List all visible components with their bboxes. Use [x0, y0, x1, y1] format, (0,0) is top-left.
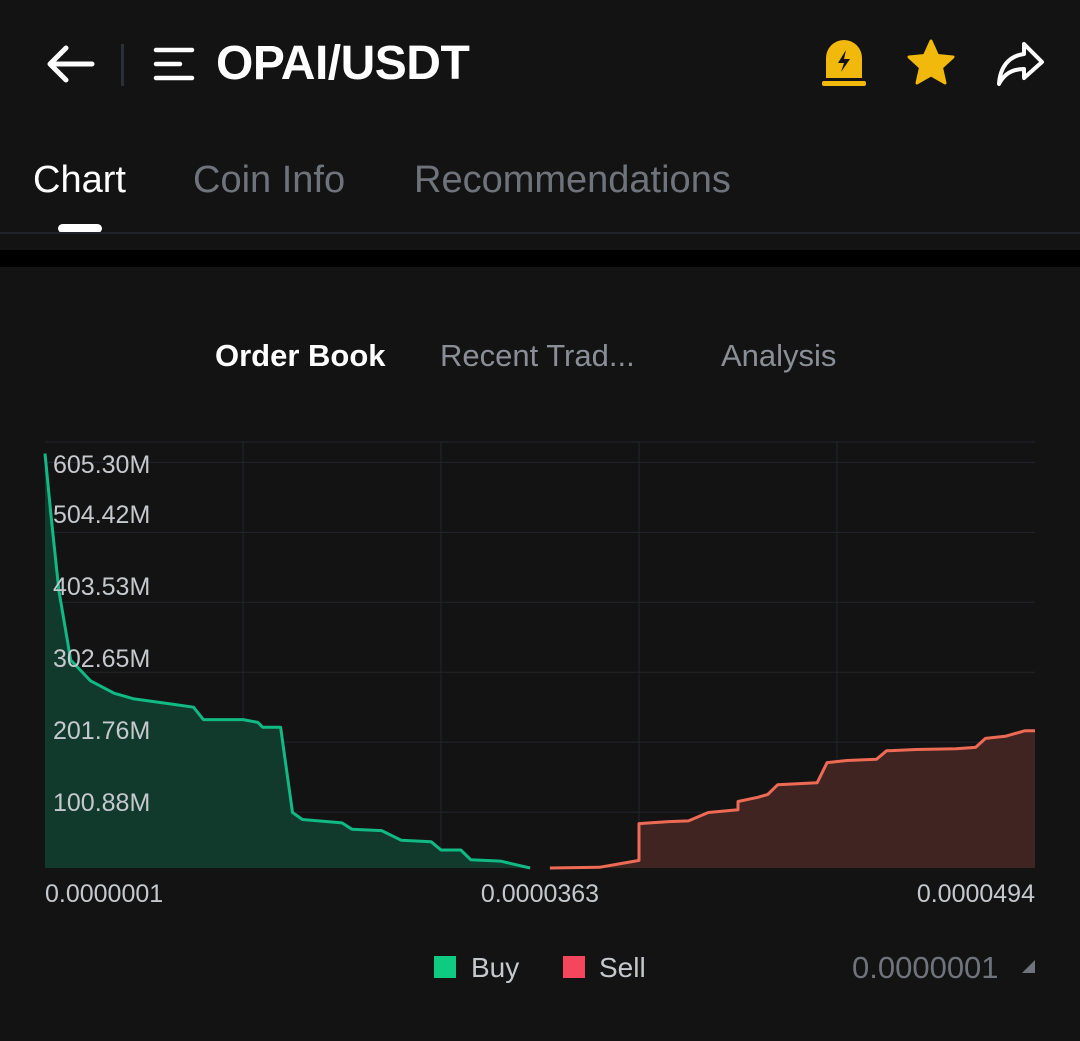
- depth-chart[interactable]: 605.30M 504.42M 403.53M 302.65M 201.76M 100.8…: [0, 430, 1080, 920]
- menu-icon: [153, 47, 195, 81]
- tabs-divider: [0, 232, 1080, 234]
- menu-button[interactable]: [150, 40, 198, 88]
- y-tick-label: 302.65M: [53, 645, 150, 673]
- share-icon: [997, 42, 1044, 86]
- share-button[interactable]: [994, 38, 1048, 90]
- caret-down-icon[interactable]: [1020, 958, 1036, 974]
- x-tick-label: 0.0000001: [45, 880, 163, 908]
- x-tick-label: 0.0000363: [481, 880, 599, 908]
- x-axis-labels: 0.0000001 0.0000363 0.0000494: [45, 880, 1035, 908]
- legend-buy-label: Buy: [471, 952, 520, 983]
- subtab-order-book[interactable]: Order Book: [215, 338, 386, 373]
- y-axis-labels: 605.30M 504.42M 403.53M 302.65M 201.76M 100.8…: [53, 451, 150, 817]
- pair-title[interactable]: OPAI/USDT: [216, 37, 470, 90]
- arrow-left-icon: [47, 45, 95, 83]
- subtab-analysis[interactable]: Analysis: [721, 338, 837, 373]
- alert-bell-icon: [822, 40, 866, 86]
- buy-swatch: [434, 956, 456, 978]
- tab-chart[interactable]: Chart: [33, 159, 126, 201]
- legend-sell-label: Sell: [599, 952, 646, 983]
- tab-recommendations[interactable]: Recommendations: [414, 159, 731, 201]
- y-tick-label: 403.53M: [53, 573, 150, 601]
- section-separator: [0, 250, 1080, 267]
- chart-areas: [43, 453, 1035, 870]
- header-divider: [121, 44, 124, 86]
- y-tick-label: 504.42M: [53, 501, 150, 529]
- x-tick-label: 0.0000494: [917, 880, 1035, 908]
- legend-buy[interactable]: Buy: [434, 948, 534, 988]
- subtab-recent-trades[interactable]: Recent Trad...: [440, 338, 635, 373]
- buy-depth-line: [43, 453, 531, 870]
- sell-depth-line: [549, 729, 1035, 870]
- header-bar: OPAI/USDT: [0, 0, 1080, 130]
- buy-depth-area: [45, 453, 531, 868]
- back-button[interactable]: [40, 38, 100, 90]
- price-alert-button[interactable]: [818, 38, 870, 90]
- active-tab-indicator: [58, 224, 102, 233]
- sell-depth-area: [549, 730, 1035, 868]
- star-icon: [907, 39, 955, 85]
- precision-selector[interactable]: 0.0000001: [852, 950, 999, 985]
- y-tick-label: 201.76M: [53, 717, 150, 745]
- sell-swatch: [563, 956, 585, 978]
- y-tick-label: 100.88M: [53, 789, 150, 817]
- y-tick-label: 605.30M: [53, 451, 150, 479]
- legend-sell[interactable]: Sell: [563, 948, 663, 988]
- main-tabs: Chart Coin Info Recommendations: [0, 150, 1080, 234]
- favorite-button[interactable]: [903, 36, 959, 92]
- tab-coin-info[interactable]: Coin Info: [193, 159, 346, 201]
